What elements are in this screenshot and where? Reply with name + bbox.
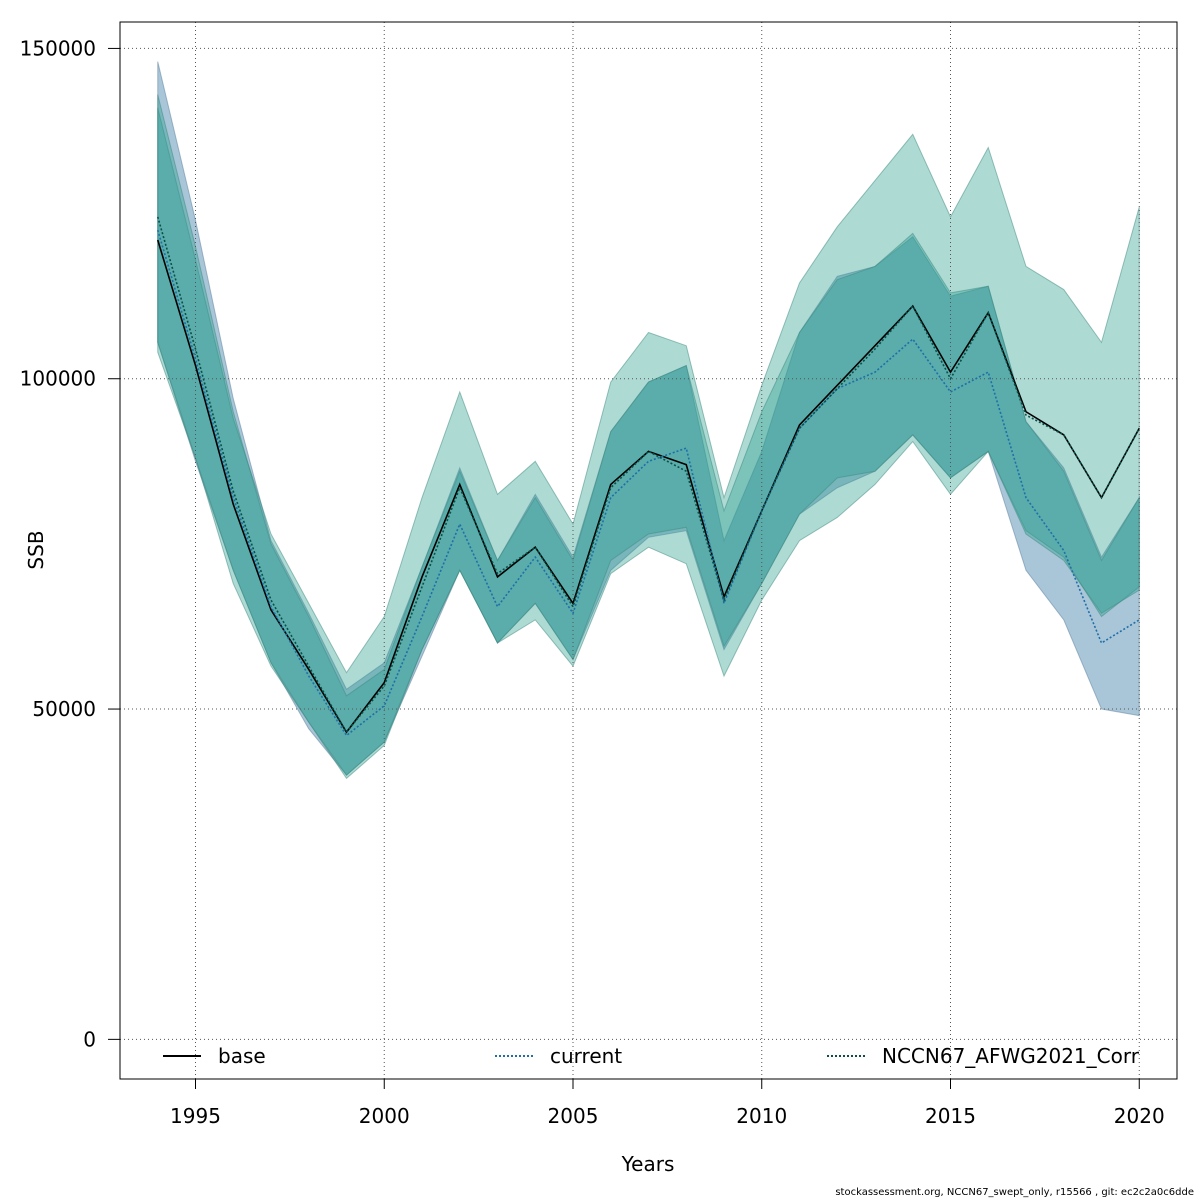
series-lines xyxy=(156,216,1140,737)
x-tick-label-2005: 2005 xyxy=(548,1104,599,1128)
legend-label-nccn67-afwg2021-corr: NCCN67_AFWG2021_Corr xyxy=(882,1044,1140,1068)
y-axis: 0 50000 100000 150000 xyxy=(20,36,121,1051)
x-tick-label-2020: 2020 xyxy=(1114,1104,1165,1128)
y-axis-title: SSB xyxy=(24,530,48,569)
legend-label-current: current xyxy=(550,1044,622,1068)
series-line-current xyxy=(156,229,1140,737)
x-tick-label-2000: 2000 xyxy=(359,1104,410,1128)
series-line-base xyxy=(156,239,1140,734)
legend: base current NCCN67_AFWG2021_Corr xyxy=(163,1044,1140,1068)
x-tick-label-2015: 2015 xyxy=(925,1104,976,1128)
x-tick-label-2010: 2010 xyxy=(736,1104,787,1128)
x-tick-label-1995: 1995 xyxy=(170,1104,221,1128)
x-axis-title: Years xyxy=(621,1152,675,1176)
legend-label-base: base xyxy=(218,1044,266,1068)
y-tick-label-0: 0 xyxy=(83,1027,96,1051)
y-tick-label-50000: 50000 xyxy=(32,697,96,721)
confidence-bands xyxy=(157,61,1140,780)
x-axis: 1995 2000 2005 2010 2015 2020 xyxy=(170,1078,1165,1128)
footer-credit: stockassessment.org, NCCN67_swept_only, … xyxy=(835,1187,1194,1198)
series-line-nccn67-afwg2021-corr xyxy=(156,216,1140,734)
y-tick-label-150000: 150000 xyxy=(20,36,96,60)
y-tick-label-100000: 100000 xyxy=(20,367,96,391)
grid-lines xyxy=(120,22,1177,1079)
